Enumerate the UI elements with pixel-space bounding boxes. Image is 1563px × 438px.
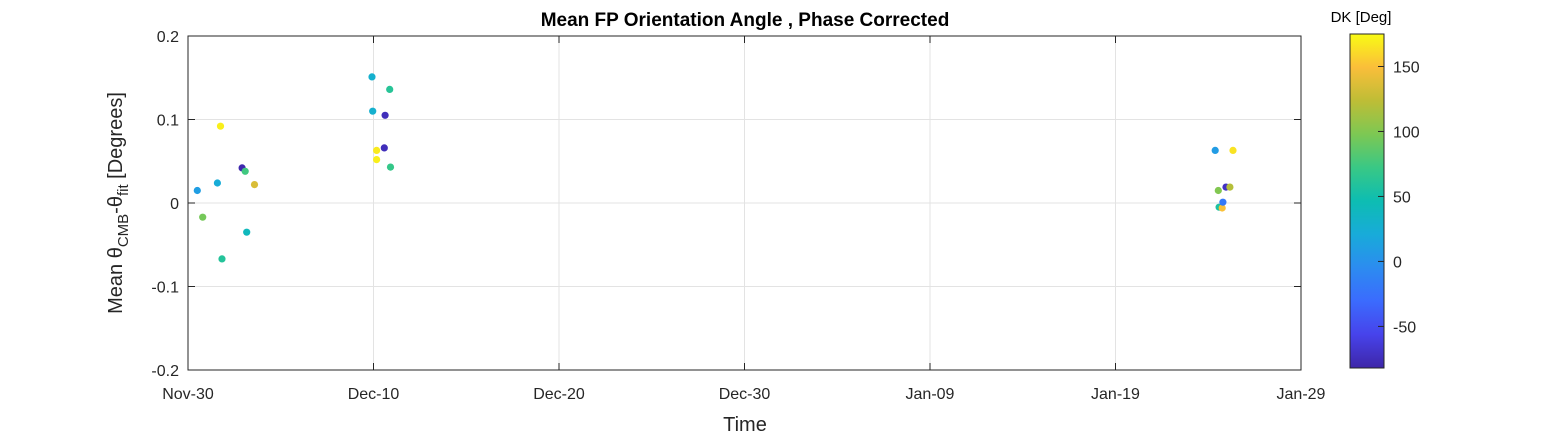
data-point	[373, 156, 381, 164]
colorbar-tick-label: 50	[1393, 189, 1411, 206]
data-point	[1219, 198, 1227, 206]
data-point	[1229, 146, 1237, 154]
data-point	[386, 163, 395, 171]
data-point	[1226, 183, 1234, 191]
data-point	[368, 73, 376, 81]
y-tick-label: -0.2	[151, 363, 179, 380]
grid-lines	[187, 35, 1302, 371]
y-label-prefix: Mean θ	[105, 247, 127, 314]
x-tick-label: Jan-09	[906, 386, 955, 403]
data-point	[386, 85, 394, 93]
data-point	[241, 167, 249, 175]
colorbar-tick-label: 150	[1393, 59, 1420, 76]
y-tick-label: 0.2	[157, 29, 179, 46]
data-point	[199, 213, 207, 221]
data-point	[193, 186, 201, 195]
data-point	[218, 255, 226, 263]
x-tick-label: Dec-20	[533, 386, 585, 403]
y-tick-label: -0.1	[151, 280, 179, 297]
data-point	[381, 111, 389, 119]
data-point	[1214, 186, 1222, 195]
colorbar-tick-label: 100	[1393, 124, 1420, 141]
data-point	[369, 107, 377, 115]
data-point	[380, 144, 388, 152]
data-point	[216, 122, 225, 130]
data-point	[243, 228, 251, 236]
x-tick-label: Jan-29	[1277, 386, 1326, 403]
data-point	[1218, 204, 1226, 212]
chart-title: Mean FP Orientation Angle , Phase Correc…	[541, 10, 950, 31]
colorbar-tick-label: -50	[1393, 319, 1416, 336]
colorbar-gradient	[1349, 33, 1385, 369]
y-label-sub-fit: fit	[115, 184, 132, 197]
y-label-sub-cmb: CMB	[115, 214, 132, 247]
data-point	[373, 146, 381, 154]
y-label-mid: -θ	[105, 196, 127, 214]
y-label-suffix: [Degrees]	[105, 92, 127, 184]
data-point	[213, 179, 221, 187]
data-points	[193, 73, 1237, 263]
y-tick-label: 0	[170, 196, 179, 213]
colorbar-tick-label: 0	[1393, 254, 1402, 271]
x-tick-label: Dec-10	[348, 386, 400, 403]
data-point	[1211, 146, 1219, 154]
x-tick-label: Nov-30	[162, 386, 214, 403]
x-axis-label: Time	[723, 414, 767, 436]
x-tick-label: Jan-19	[1091, 386, 1140, 403]
axis-ticks: Nov-30 Dec-10 Dec-20 Dec-30 Jan-09 Jan-19 Jan-…	[151, 29, 1325, 403]
x-tick-label: Dec-30	[719, 386, 771, 403]
data-point	[250, 181, 259, 189]
y-axis-label: Mean θCMB-θfit [Degrees]	[105, 92, 132, 314]
colorbar: -50 0 50 100 150	[1349, 33, 1420, 369]
y-tick-label: 0.1	[157, 113, 179, 130]
colorbar-title: DK [Deg]	[1331, 9, 1392, 26]
